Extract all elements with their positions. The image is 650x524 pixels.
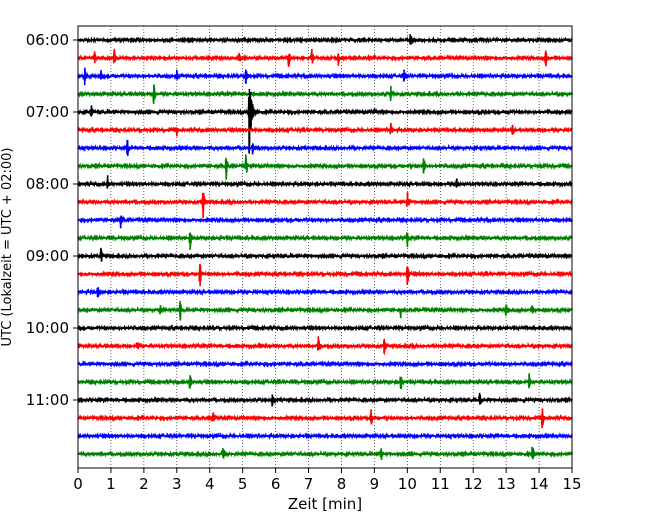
- x-tick-label: 1: [106, 475, 116, 493]
- trace-0600: [77, 34, 573, 45]
- trace-1130: [77, 431, 573, 440]
- trace-1115: [77, 408, 573, 429]
- trace-0930: [77, 287, 573, 298]
- y-axis: 06:00 07:00 08:00 09:00 10:00 11:00: [26, 31, 78, 409]
- trace-1045: [77, 373, 573, 390]
- trace-0845: [77, 232, 573, 250]
- x-tick-label: 3: [172, 475, 182, 493]
- trace-0715: [77, 122, 573, 137]
- trace-0800: [77, 175, 573, 189]
- y-tick-label: 10:00: [26, 319, 69, 337]
- x-tick-label: 6: [271, 475, 281, 493]
- trace-1015: [77, 336, 573, 356]
- x-tick-label: 10: [398, 475, 417, 493]
- x-tick-label: 9: [370, 475, 380, 493]
- x-axis-label: Zeit [min]: [288, 495, 362, 513]
- trace-1030: [77, 359, 573, 368]
- y-tick-label: 06:00: [26, 31, 69, 49]
- y-tick-label: 08:00: [26, 175, 69, 193]
- y-tick-label: 09:00: [26, 247, 69, 265]
- trace-0645: [77, 84, 573, 104]
- trace-0630: [77, 67, 573, 86]
- x-tick-label: 8: [337, 475, 347, 493]
- y-axis-label: UTC (Lokalzeit = UTC + 02:00): [0, 148, 15, 347]
- x-tick-label: 0: [73, 475, 83, 493]
- trace-1000: [77, 323, 573, 333]
- trace-0815: [77, 191, 573, 218]
- y-tick-label: 07:00: [26, 103, 69, 121]
- trace-0615: [77, 48, 573, 67]
- seismogram-traces: [77, 34, 573, 460]
- x-tick-label: 5: [238, 475, 248, 493]
- trace-0830: [77, 215, 573, 229]
- x-tick-label: 4: [205, 475, 215, 493]
- x-tick-label: 11: [431, 475, 450, 493]
- trace-0745: [77, 154, 573, 180]
- trace-1145: [77, 446, 573, 460]
- trace-0915: [77, 263, 573, 287]
- trace-0945: [77, 300, 573, 321]
- x-tick-label: 15: [562, 475, 581, 493]
- plot-frame: [77, 25, 573, 469]
- trace-1100: [77, 392, 573, 407]
- y-tick-label: 11:00: [26, 391, 69, 409]
- x-tick-label: 14: [530, 475, 549, 493]
- x-axis: 0 1 2 3 4 5 6 7 8 9 10 11 12 13 14 15: [73, 468, 582, 493]
- x-tick-label: 7: [304, 475, 314, 493]
- x-tick-label: 13: [497, 475, 516, 493]
- trace-0900: [77, 247, 573, 262]
- trace-0700: [77, 88, 573, 154]
- x-tick-label: 2: [139, 475, 149, 493]
- trace-0730: [77, 139, 573, 157]
- x-tick-label: 12: [464, 475, 483, 493]
